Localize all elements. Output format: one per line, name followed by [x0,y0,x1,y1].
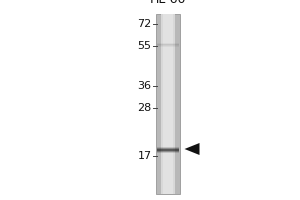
Bar [157,148,179,149]
Bar [157,43,179,45]
Text: 72: 72 [137,19,152,29]
Bar [157,149,179,150]
Bar [157,147,179,148]
Polygon shape [184,143,200,155]
Bar [164,14,172,194]
Text: HL-60: HL-60 [150,0,186,6]
Bar [156,14,180,194]
Text: 17: 17 [137,151,152,161]
Text: 55: 55 [137,41,152,51]
Bar [157,150,179,151]
Bar [161,14,175,194]
Bar [157,46,179,47]
Text: 36: 36 [137,81,152,91]
Text: 28: 28 [137,103,152,113]
Bar [157,44,179,46]
Bar [157,151,179,152]
